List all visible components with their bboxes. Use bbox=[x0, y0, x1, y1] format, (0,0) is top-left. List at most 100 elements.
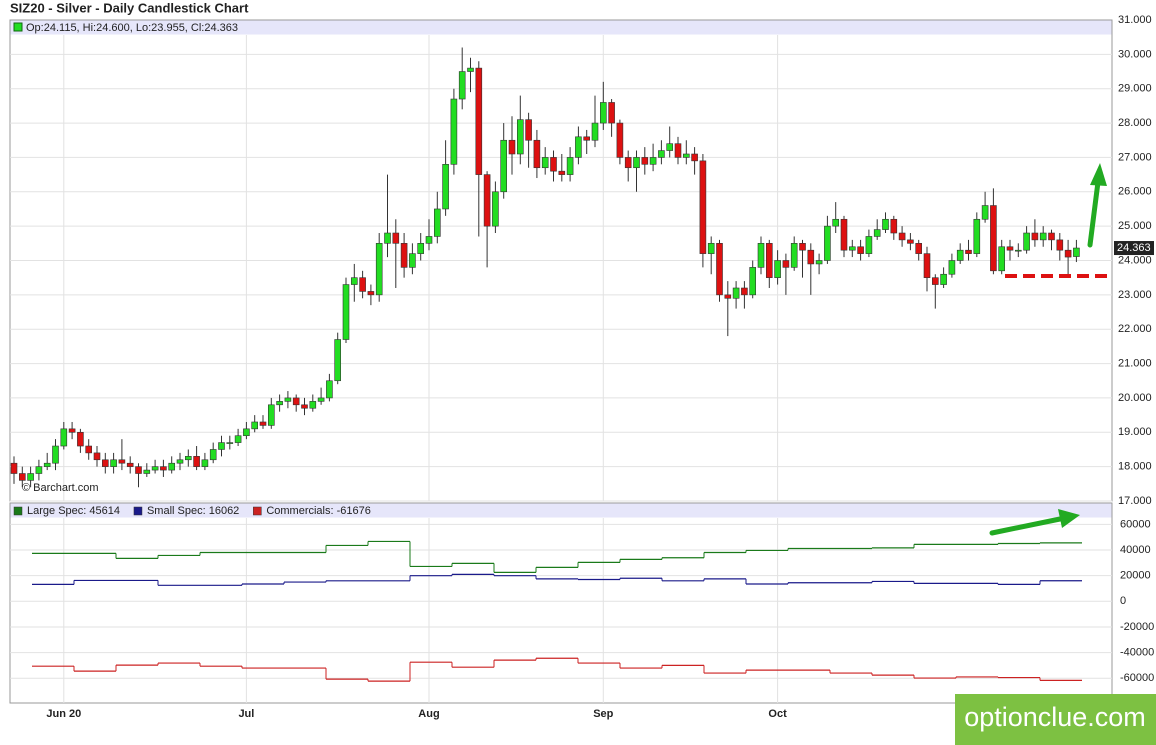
candle-body bbox=[492, 191, 499, 227]
candle-body bbox=[350, 277, 358, 285]
candle-body bbox=[732, 287, 740, 299]
candle-body bbox=[915, 243, 923, 254]
candle-body bbox=[409, 253, 416, 268]
marks bbox=[10, 47, 1112, 682]
cot-panel bbox=[9, 502, 1113, 704]
candle-body bbox=[890, 218, 898, 234]
candle-body bbox=[126, 462, 134, 467]
candle-body bbox=[193, 456, 200, 467]
x-tick-label: Jul bbox=[238, 708, 254, 720]
candle-body bbox=[707, 243, 715, 254]
candle-body bbox=[168, 462, 175, 471]
candle-body bbox=[857, 246, 864, 254]
candle-body bbox=[201, 459, 209, 467]
candle-body bbox=[284, 397, 292, 402]
candle-body bbox=[882, 218, 889, 230]
y-tick-label: 25.000 bbox=[1118, 220, 1152, 232]
candle-body bbox=[923, 253, 931, 278]
candle-body bbox=[251, 421, 258, 430]
candle-body bbox=[799, 243, 806, 251]
candle-body bbox=[276, 401, 283, 406]
candle-body bbox=[292, 397, 300, 406]
candle-body bbox=[433, 208, 441, 237]
candle-body bbox=[160, 466, 167, 471]
annotation-arrowhead bbox=[1090, 163, 1107, 186]
candle-body bbox=[10, 462, 18, 474]
chart-title: SIZ20 - Silver - Daily Candlestick Chart bbox=[10, 0, 249, 15]
candle-body bbox=[1064, 249, 1072, 258]
candle-body bbox=[973, 218, 981, 254]
ohlc-header: Op:24.115, Hi:24.600, Lo:23.955, Cl:24.3… bbox=[26, 22, 238, 34]
candle-body bbox=[52, 445, 59, 464]
candle-body bbox=[118, 459, 126, 464]
candle-body bbox=[1006, 246, 1014, 251]
candle-body bbox=[334, 339, 342, 382]
candle-body bbox=[367, 291, 375, 296]
candle-body bbox=[516, 119, 524, 155]
candle-body bbox=[185, 456, 192, 461]
candle-body bbox=[35, 466, 43, 474]
candle-body bbox=[425, 236, 433, 244]
candle-body bbox=[624, 157, 632, 169]
y-tick-label: 21.000 bbox=[1118, 357, 1152, 369]
y2-tick-label: -40000 bbox=[1120, 646, 1154, 658]
header-swatch bbox=[13, 22, 23, 32]
legend-label: Large Spec: 45614 bbox=[27, 505, 120, 517]
candle-body bbox=[865, 236, 873, 254]
y-tick-label: 24.000 bbox=[1118, 254, 1152, 266]
candle-body bbox=[873, 229, 881, 237]
candle-body bbox=[60, 428, 68, 447]
candle-body bbox=[1048, 232, 1055, 241]
candle-body bbox=[135, 466, 142, 474]
y2-tick-label: 20000 bbox=[1120, 570, 1151, 582]
candle-body bbox=[931, 277, 939, 285]
annotation-arrow bbox=[1087, 179, 1101, 248]
candle-body bbox=[699, 160, 707, 254]
candle-body bbox=[85, 445, 92, 454]
last-price-label: 24.363 bbox=[1117, 242, 1151, 254]
annotation-arrow bbox=[989, 516, 1063, 536]
x-tick-label: Sep bbox=[593, 708, 613, 720]
candle-body bbox=[666, 143, 674, 151]
y-tick-label: 31.000 bbox=[1118, 14, 1152, 26]
candle-body bbox=[790, 243, 798, 268]
legend-label: Commercials: -61676 bbox=[266, 505, 371, 517]
candle-body bbox=[658, 150, 665, 158]
candle-body bbox=[209, 449, 217, 461]
last-price-box bbox=[1114, 241, 1154, 256]
legend-swatch bbox=[253, 506, 262, 516]
candle-body bbox=[110, 459, 117, 467]
candle-body bbox=[998, 246, 1006, 272]
candle-body bbox=[541, 157, 549, 169]
annotation-arrowhead bbox=[1058, 509, 1080, 528]
candle-body bbox=[716, 243, 723, 296]
y-tick-label: 22.000 bbox=[1118, 323, 1152, 335]
candle-body bbox=[533, 139, 541, 169]
candle-body bbox=[1023, 232, 1030, 251]
candle-body bbox=[682, 153, 690, 158]
y-tick-label: 20.000 bbox=[1118, 392, 1152, 404]
candle-body bbox=[965, 249, 972, 254]
candle-body bbox=[68, 428, 76, 433]
candle-body bbox=[749, 267, 757, 296]
candle-body bbox=[450, 98, 458, 165]
candle-body bbox=[981, 205, 989, 220]
candle-body bbox=[93, 452, 101, 461]
candle-body bbox=[384, 232, 391, 244]
candle-body bbox=[483, 174, 491, 227]
candle-body bbox=[1014, 249, 1022, 252]
candle-body bbox=[475, 67, 483, 175]
candle-body bbox=[674, 143, 682, 158]
candle-body bbox=[417, 243, 425, 254]
y2-tick-label: -60000 bbox=[1120, 672, 1154, 684]
candle-body bbox=[691, 153, 698, 162]
candle-body bbox=[641, 157, 649, 165]
candle-body bbox=[400, 243, 408, 268]
candle-body bbox=[741, 287, 748, 296]
cot-header-band bbox=[10, 503, 1112, 518]
candle-body bbox=[267, 404, 275, 426]
price-header-band bbox=[10, 20, 1112, 35]
y-tick-label: 23.000 bbox=[1118, 289, 1152, 301]
candle-body bbox=[392, 232, 400, 244]
y2-tick-label: -20000 bbox=[1120, 621, 1154, 633]
